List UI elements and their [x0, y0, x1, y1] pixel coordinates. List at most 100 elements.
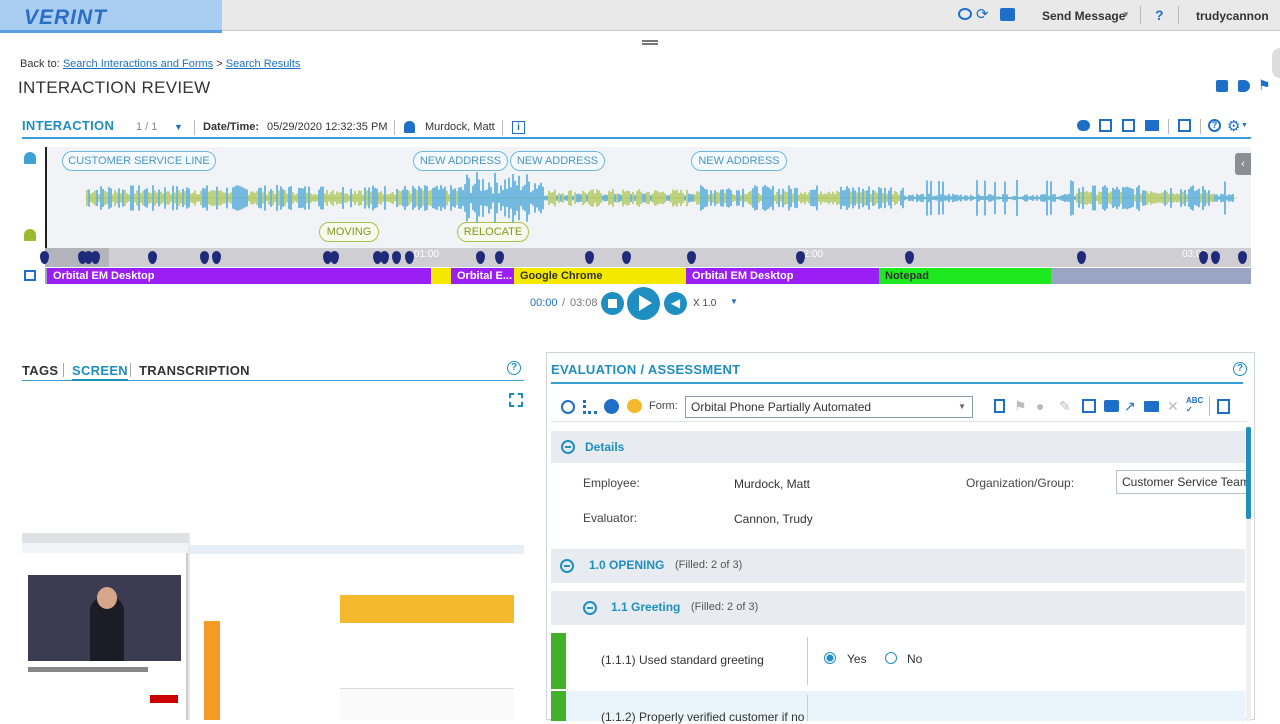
collapse-all-icon[interactable] — [561, 400, 575, 414]
event-marker-pin[interactable] — [392, 251, 401, 264]
event-marker-pin[interactable] — [78, 251, 87, 264]
event-marker-pin[interactable] — [200, 251, 209, 264]
app-segment[interactable]: Notepad — [879, 268, 1051, 284]
event-marker-pin[interactable] — [687, 251, 696, 264]
event-marker-pin[interactable] — [1199, 251, 1208, 264]
event-marker-pin[interactable] — [84, 251, 93, 264]
comment-icon[interactable] — [1077, 120, 1090, 131]
event-marker-pin[interactable] — [323, 251, 332, 264]
event-marker-pin[interactable] — [330, 251, 339, 264]
user-menu[interactable]: trudycannon — [1196, 9, 1269, 23]
event-marker-pin[interactable] — [1211, 251, 1220, 264]
tag-icon[interactable] — [1238, 80, 1250, 92]
app-segment[interactable] — [431, 268, 451, 284]
help-circle-icon[interactable]: ? — [507, 361, 521, 375]
hierarchy-icon[interactable] — [583, 400, 597, 414]
breadcrumb-link-search-results[interactable]: Search Results — [225, 58, 301, 70]
save-icon[interactable] — [1082, 399, 1096, 413]
share-icon[interactable]: ↗ — [1124, 398, 1136, 414]
screen-recording-display[interactable] — [22, 533, 524, 720]
settings-gear-icon[interactable]: ⚙ — [1227, 118, 1241, 135]
scrollbar-thumb[interactable] — [1246, 427, 1251, 519]
app-segment[interactable]: Google Chrome — [514, 268, 686, 284]
expand-icon[interactable] — [509, 393, 523, 407]
stop-button[interactable] — [601, 292, 624, 315]
collapse-panel-button[interactable]: ‹ — [1235, 153, 1251, 175]
event-marker-pin[interactable] — [373, 251, 382, 264]
app-segment[interactable]: Orbital EM Desktop — [686, 268, 879, 284]
coaching-icon[interactable] — [604, 399, 619, 414]
volume-button[interactable]: ◀ — [664, 292, 687, 315]
details-header[interactable]: Details — [551, 431, 1245, 463]
section-opening-header[interactable]: 1.0 OPENING (Filled: 2 of 3) — [551, 549, 1245, 583]
tools-icon[interactable] — [1216, 80, 1228, 92]
chevron-down-icon[interactable]: ▼ — [1241, 122, 1248, 129]
agent-tag[interactable]: NEW ADDRESS — [413, 151, 508, 171]
event-marker-pin[interactable] — [476, 251, 485, 264]
play-button[interactable] — [627, 287, 660, 320]
playback-speed[interactable]: X 1.0 — [693, 298, 717, 309]
help-button[interactable]: ? — [1155, 7, 1164, 23]
tab-transcription[interactable]: TRANSCRIPTION — [139, 363, 250, 378]
event-marker-pin[interactable] — [91, 251, 100, 264]
calculator-icon[interactable] — [1217, 399, 1230, 414]
customer-tag[interactable]: MOVING — [319, 222, 379, 242]
event-marker-pin[interactable] — [212, 251, 221, 264]
event-marker-pin[interactable] — [40, 251, 49, 264]
timeline-track[interactable]: 01:00 02:00 03:00 — [45, 248, 1251, 267]
chevron-down-icon[interactable]: ▼ — [1122, 10, 1130, 19]
save-icon[interactable] — [1178, 119, 1191, 132]
chevron-down-icon[interactable]: ▼ — [174, 122, 183, 132]
refresh-icon[interactable]: ⟳ — [976, 6, 989, 23]
new-document-icon[interactable] — [994, 399, 1005, 413]
event-marker-pin[interactable] — [380, 251, 389, 264]
radio-yes[interactable] — [824, 652, 836, 664]
help-circle-icon[interactable]: ? — [1233, 362, 1247, 376]
event-marker-pin[interactable] — [796, 251, 805, 264]
event-marker-pin[interactable] — [1238, 251, 1247, 264]
print-icon[interactable] — [1000, 8, 1015, 21]
form-select[interactable]: Orbital Phone Partially Automated ▼ — [685, 396, 973, 418]
resize-handle[interactable] — [642, 40, 658, 45]
print-icon[interactable] — [1104, 400, 1119, 412]
flag-icon[interactable]: ⚑ — [1258, 77, 1271, 93]
customer-tag[interactable]: RELOCATE — [457, 222, 529, 242]
email-icon[interactable] — [958, 8, 972, 20]
org-field[interactable]: Customer Service Team 3 — [1116, 470, 1246, 494]
send-message-menu[interactable]: Send Message — [1042, 9, 1126, 23]
event-marker-pin[interactable] — [495, 251, 504, 264]
spellcheck-icon[interactable]: ABC ✓ — [1186, 396, 1204, 414]
event-marker-pin[interactable] — [148, 251, 157, 264]
app-segment[interactable]: Orbital E... — [451, 268, 514, 284]
edit-check-icon[interactable] — [1122, 119, 1135, 132]
radio-no[interactable] — [885, 652, 897, 664]
agent-tag[interactable]: CUSTOMER SERVICE LINE — [62, 151, 216, 171]
collapse-icon[interactable] — [583, 601, 597, 615]
event-marker-pin[interactable] — [585, 251, 594, 264]
chat-icon[interactable] — [627, 399, 642, 413]
tab-screen[interactable]: SCREEN — [72, 363, 128, 381]
radio-no-label[interactable]: No — [907, 652, 923, 666]
event-marker-pin[interactable] — [1077, 251, 1086, 264]
collapse-icon[interactable] — [561, 440, 575, 454]
app-segment[interactable]: Orbital EM Desktop — [47, 268, 431, 284]
help-circle-icon[interactable]: ? — [1208, 119, 1221, 132]
chevron-down-icon[interactable]: ▼ — [730, 297, 738, 306]
edit-icon[interactable] — [1099, 119, 1112, 132]
folder-icon[interactable] — [1144, 401, 1159, 412]
subsection-greeting-header[interactable]: 1.1 Greeting (Filled: 2 of 3) — [551, 591, 1245, 625]
collapse-icon[interactable] — [560, 559, 574, 573]
event-marker-pin[interactable] — [905, 251, 914, 264]
agent-tag[interactable]: NEW ADDRESS — [510, 151, 605, 171]
info-icon[interactable]: i — [512, 121, 525, 134]
event-marker-pin[interactable] — [405, 251, 414, 264]
event-marker-pin[interactable] — [622, 251, 631, 264]
agent-tag[interactable]: NEW ADDRESS — [691, 151, 787, 171]
tab-tags[interactable]: TAGS — [22, 363, 59, 378]
playhead[interactable] — [45, 147, 47, 248]
breadcrumb-link-search-interactions[interactable]: Search Interactions and Forms — [62, 58, 214, 70]
radio-yes-label[interactable]: Yes — [847, 652, 867, 666]
audio-waveform[interactable]: CUSTOMER SERVICE LINE NEW ADDRESS NEW AD… — [45, 147, 1251, 248]
mail-icon[interactable] — [1145, 120, 1159, 131]
side-panel-edge[interactable] — [1272, 48, 1280, 78]
